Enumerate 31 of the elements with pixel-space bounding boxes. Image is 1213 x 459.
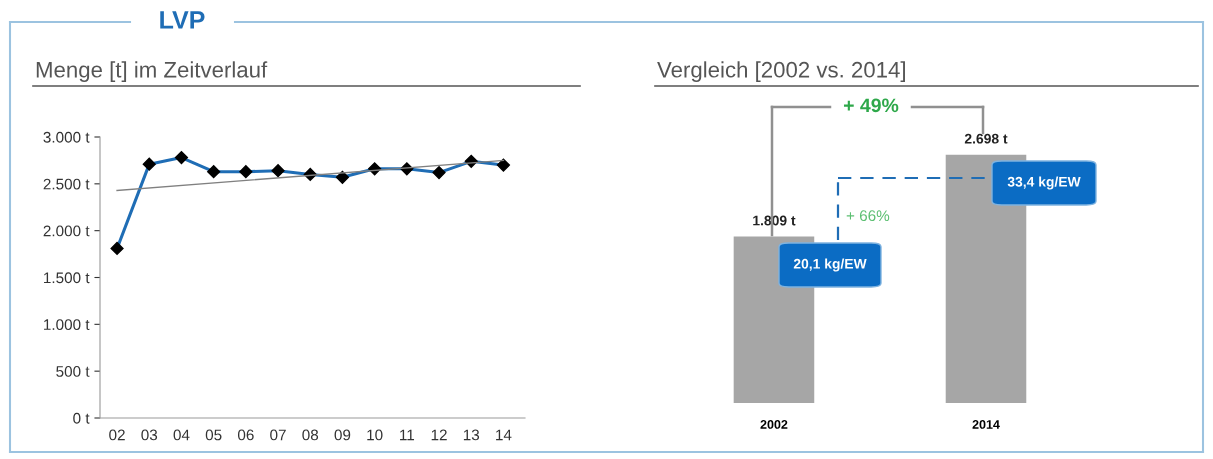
text: + 49% bbox=[843, 98, 899, 113]
x-tick-label: 08 bbox=[302, 429, 319, 441]
x-tick-label: 06 bbox=[237, 429, 254, 441]
x-tick-label: 04 bbox=[173, 429, 190, 441]
x-tick-label: 13 bbox=[463, 429, 480, 441]
x-tick-label: 10 bbox=[367, 429, 383, 441]
x-tick-label: 2014 bbox=[972, 420, 1000, 429]
chart-subtitle: Menge [t] im Zeitverlauf bbox=[36, 61, 268, 82]
y-tick-label: 1.500 t bbox=[44, 272, 90, 284]
annotation: 33,4 kg/EW bbox=[1007, 176, 1081, 190]
y-tick-label: 500 t bbox=[56, 366, 90, 377]
x-tick-label: 07 bbox=[270, 429, 286, 441]
annotation: + 66% bbox=[846, 210, 890, 222]
x-tick-label: 2002 bbox=[760, 420, 788, 429]
y-tick-label: 1.000 t bbox=[44, 319, 90, 331]
y-tick-label: 2.000 t bbox=[43, 225, 90, 237]
chart-title: Vergleich [2002 vs. 2014] bbox=[657, 61, 905, 82]
data-label: 2.698 t bbox=[964, 133, 1008, 144]
x-tick-label: 12 bbox=[431, 429, 447, 441]
data-label: 1.809 t bbox=[753, 215, 796, 226]
x-tick-label: 03 bbox=[141, 429, 158, 441]
y-tick-label: 0 t bbox=[73, 412, 90, 424]
x-tick-label: 02 bbox=[109, 429, 125, 441]
x-tick-label: 09 bbox=[334, 429, 351, 441]
chart-title: LVP bbox=[160, 11, 205, 29]
y-tick-label: 3.000 t bbox=[43, 131, 90, 143]
annotation: 20,1 kg/EW bbox=[793, 258, 867, 272]
x-tick-label: 14 bbox=[496, 429, 512, 441]
y-tick-label: 2.500 t bbox=[43, 178, 90, 190]
x-tick-label: 11 bbox=[400, 429, 415, 441]
x-tick-label: 05 bbox=[205, 429, 222, 441]
